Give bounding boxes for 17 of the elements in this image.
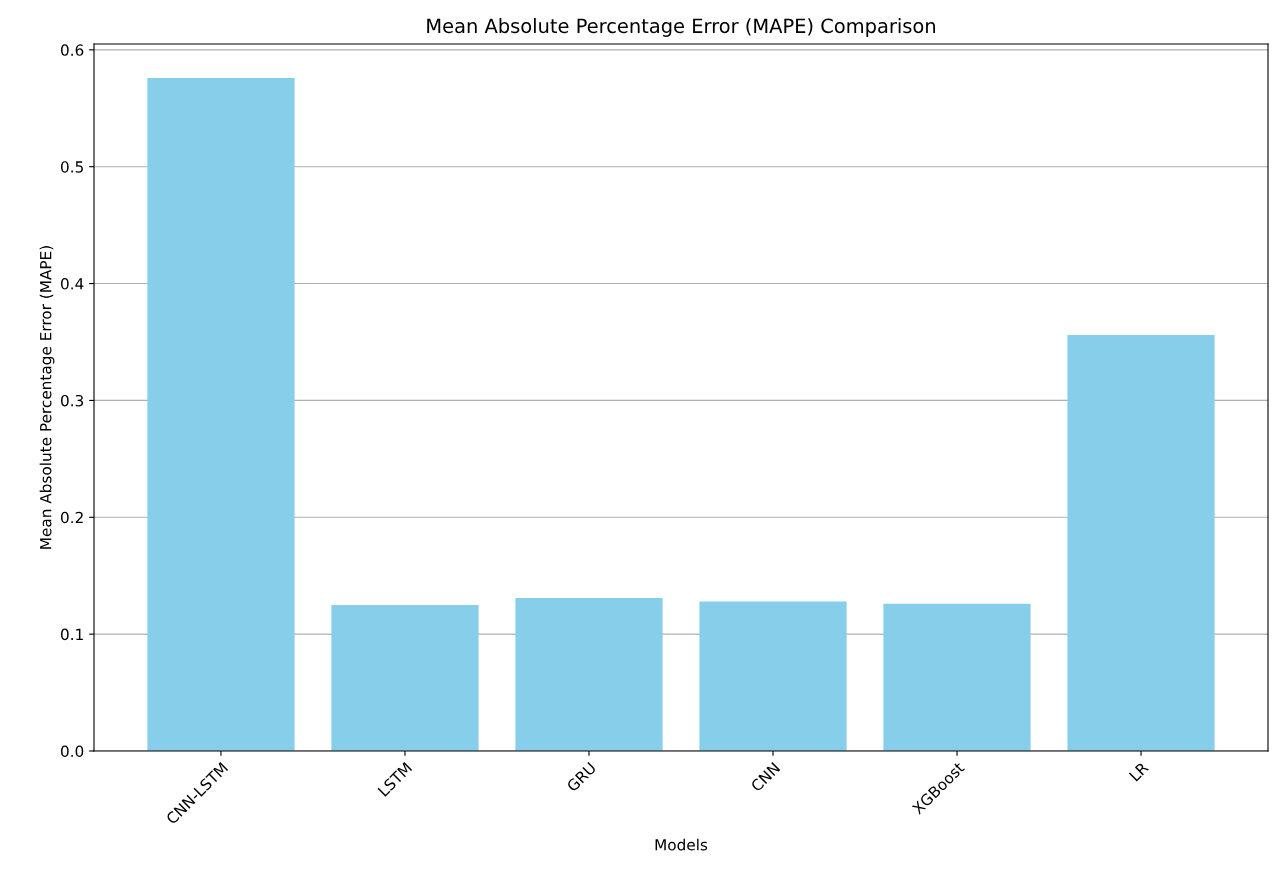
x-axis-title: Models: [655, 838, 708, 851]
chart-title: Mean Absolute Percentage Error (MAPE) Comparison: [427, 18, 935, 37]
bar: [1067, 334, 1215, 751]
bar: [515, 597, 663, 751]
y-axis-title: Mean Absolute Percentage Error (MAPE): [39, 246, 55, 549]
y-tick-label: 0.2: [60, 511, 83, 524]
y-tick-label: 0.3: [60, 394, 84, 407]
bar: [883, 603, 1031, 751]
x-tick-label: LR: [1128, 761, 1149, 782]
y-tick-label: 0.4: [60, 278, 84, 290]
y-tick-label: 0.6: [60, 44, 84, 56]
y-tick-label: 0.1: [60, 628, 83, 641]
y-tick-label: 0.5: [60, 161, 83, 173]
bar: [699, 601, 847, 751]
bar: [331, 604, 479, 751]
y-tick-label: 0.0: [60, 745, 84, 758]
bar: [147, 77, 295, 751]
